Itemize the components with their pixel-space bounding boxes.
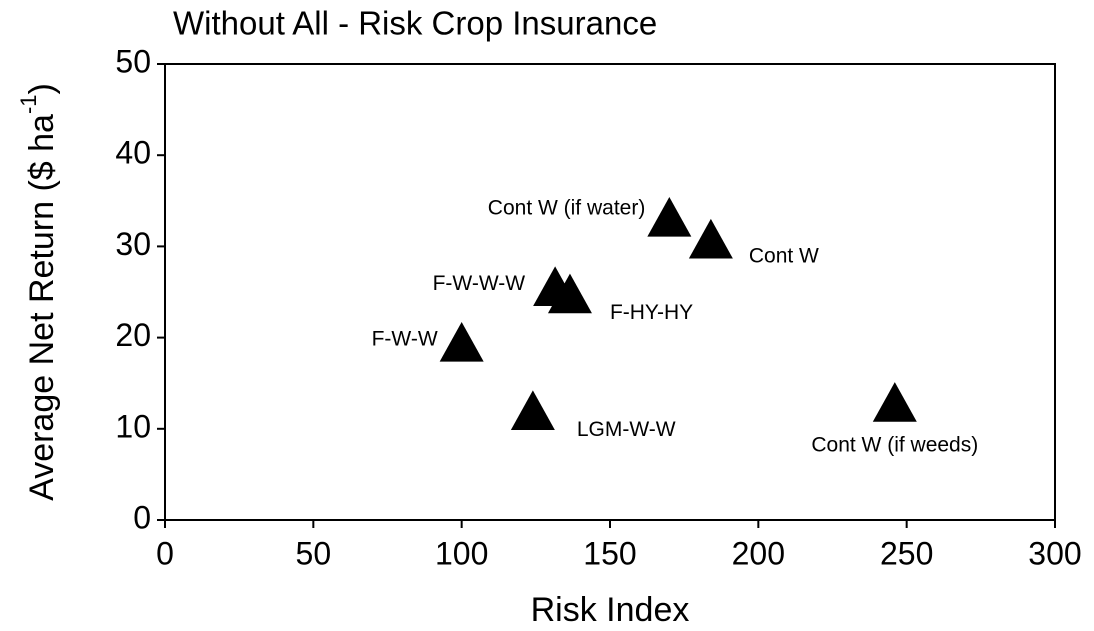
y-tick-label: 40 (115, 135, 151, 171)
y-tick-label: 30 (115, 226, 151, 262)
y-tick-label: 10 (115, 408, 151, 444)
marker (872, 382, 917, 422)
x-axis-label: Risk Index (531, 591, 690, 629)
x-tick-label: 0 (156, 535, 174, 571)
x-tick-label: 50 (296, 535, 332, 571)
point-label: Cont W (if water) (488, 197, 646, 220)
y-axis-label-main: Average Net Return ($ ha (23, 114, 61, 501)
x-tick-label: 150 (583, 535, 636, 571)
x-tick-label: 250 (880, 535, 933, 571)
marker (439, 321, 484, 362)
point-label: Cont W (749, 244, 819, 267)
point-label: F-W-W (372, 328, 438, 351)
x-tick-label: 100 (435, 535, 488, 571)
marker (547, 273, 592, 314)
y-tick-label: 50 (115, 43, 151, 79)
y-tick-label: 0 (133, 499, 151, 535)
chart-title: Without All - Risk Crop Insurance (173, 5, 657, 42)
y-tick-label: 20 (115, 317, 151, 353)
x-tick-label: 300 (1028, 535, 1081, 571)
point-label: LGM-W-W (577, 418, 676, 441)
marker (510, 390, 555, 430)
marker (647, 197, 692, 237)
point-label: F-W-W-W (433, 272, 526, 295)
point-label: Cont W (if weeds) (811, 434, 978, 457)
y-axis-label-sup: -1 (16, 94, 41, 114)
x-tick-label: 200 (732, 535, 785, 571)
y-axis-label: Average Net Return ($ ha-1) (16, 83, 61, 501)
marker (688, 218, 733, 259)
y-axis-label-end: ) (23, 83, 61, 94)
point-label: F-HY-HY (610, 301, 693, 324)
